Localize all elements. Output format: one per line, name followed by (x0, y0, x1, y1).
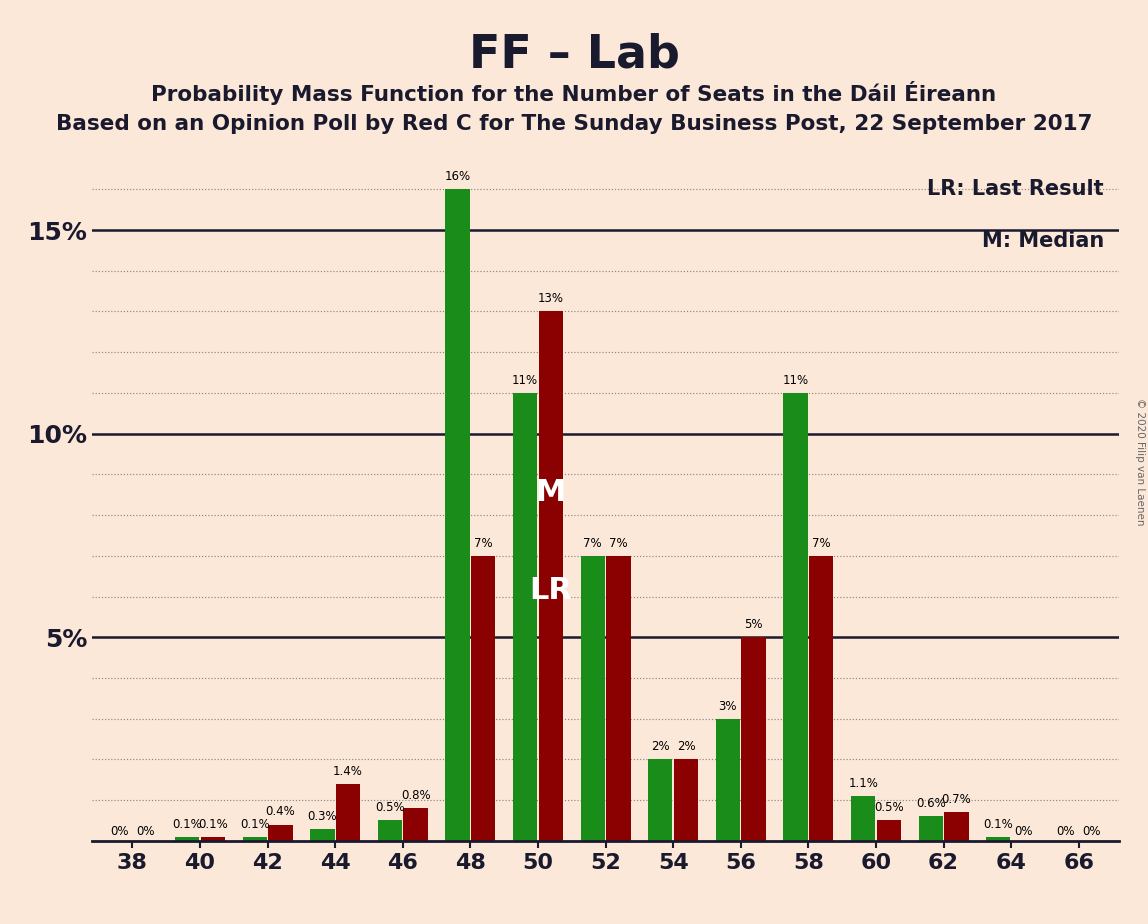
Text: 0%: 0% (135, 824, 155, 837)
Bar (581, 556, 605, 841)
Bar (851, 796, 875, 841)
Text: 0.1%: 0.1% (984, 818, 1014, 831)
Text: Based on an Opinion Poll by Red C for The Sunday Business Post, 22 September 201: Based on an Opinion Poll by Red C for Th… (56, 114, 1092, 134)
Bar (674, 760, 698, 841)
Text: 0%: 0% (110, 824, 129, 837)
Text: 7%: 7% (583, 537, 602, 550)
Bar (742, 638, 766, 841)
Text: 1.1%: 1.1% (848, 777, 878, 790)
Bar (649, 760, 673, 841)
Bar (606, 556, 630, 841)
Text: 16%: 16% (444, 170, 471, 183)
Text: 7%: 7% (610, 537, 628, 550)
Bar (403, 808, 428, 841)
Text: 0%: 0% (1083, 824, 1101, 837)
Bar (242, 837, 267, 841)
Text: 0.6%: 0.6% (916, 797, 946, 810)
Bar (783, 393, 808, 841)
Text: 0.1%: 0.1% (240, 818, 270, 831)
Text: 7%: 7% (812, 537, 830, 550)
Text: 11%: 11% (512, 374, 538, 387)
Text: M: M (536, 478, 566, 507)
Text: M: Median: M: Median (982, 232, 1104, 251)
Bar (445, 189, 470, 841)
Bar (201, 837, 225, 841)
Bar (538, 311, 563, 841)
Bar (715, 719, 740, 841)
Text: 7%: 7% (474, 537, 492, 550)
Text: 0%: 0% (1015, 824, 1033, 837)
Bar (944, 812, 969, 841)
Text: 0.1%: 0.1% (172, 818, 202, 831)
Text: 0.7%: 0.7% (941, 793, 971, 807)
Text: 2%: 2% (651, 740, 669, 753)
Bar (809, 556, 833, 841)
Text: 0.1%: 0.1% (197, 818, 227, 831)
Text: LR: LR (529, 576, 572, 604)
Bar (471, 556, 496, 841)
Text: 3%: 3% (719, 699, 737, 712)
Bar (918, 817, 943, 841)
Bar (174, 837, 200, 841)
Text: 1.4%: 1.4% (333, 765, 363, 778)
Text: 0.5%: 0.5% (874, 801, 903, 814)
Text: 5%: 5% (744, 618, 763, 631)
Text: © 2020 Filip van Laenen: © 2020 Filip van Laenen (1135, 398, 1145, 526)
Text: FF – Lab: FF – Lab (468, 32, 680, 78)
Bar (269, 824, 293, 841)
Text: LR: Last Result: LR: Last Result (928, 179, 1104, 199)
Bar (986, 837, 1010, 841)
Bar (378, 821, 402, 841)
Text: 0.5%: 0.5% (375, 801, 405, 814)
Text: Probability Mass Function for the Number of Seats in the Dáil Éireann: Probability Mass Function for the Number… (152, 81, 996, 105)
Bar (877, 821, 901, 841)
Text: 13%: 13% (537, 292, 564, 305)
Text: 2%: 2% (676, 740, 696, 753)
Bar (513, 393, 537, 841)
Text: 0.3%: 0.3% (308, 809, 338, 822)
Text: 11%: 11% (783, 374, 808, 387)
Text: 0.8%: 0.8% (401, 789, 430, 802)
Text: 0.4%: 0.4% (265, 806, 295, 819)
Bar (336, 784, 360, 841)
Bar (310, 829, 334, 841)
Text: 0%: 0% (1056, 824, 1076, 837)
